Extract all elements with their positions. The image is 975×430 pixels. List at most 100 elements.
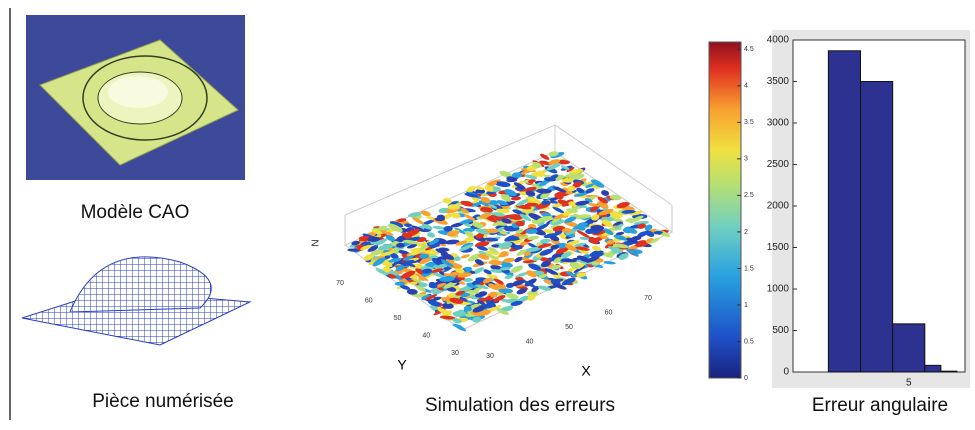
surface-speck [543, 229, 554, 234]
surface-speck [569, 173, 585, 180]
surface-speck [526, 270, 537, 278]
y-tick-label: 500 [772, 325, 789, 336]
surface-speck [503, 257, 515, 263]
surface-speck [419, 256, 431, 265]
surface-speck [510, 196, 521, 201]
surface-speck [561, 178, 574, 183]
surface-speck [575, 246, 590, 251]
surface-speck [487, 305, 502, 313]
surface-speck [601, 190, 610, 196]
surface-speck [557, 199, 570, 206]
surface-speck [480, 207, 489, 213]
surface-speck [585, 228, 595, 234]
surface-speck [531, 183, 544, 191]
x-tick-label: 5 [906, 378, 912, 389]
colorbar-tick-label: 0.5 [744, 338, 754, 345]
surface-speck [501, 306, 512, 312]
surface-speck [443, 281, 458, 289]
x-tick-label: 60 [605, 309, 613, 316]
surface-speck [515, 271, 529, 278]
surface-speck [389, 221, 404, 228]
error-surface [347, 151, 671, 332]
surface-speck [504, 275, 513, 279]
surface-speck [498, 241, 513, 249]
surface-speck [499, 261, 514, 268]
surface-speck [444, 239, 460, 245]
surface-speck [459, 218, 474, 224]
surface-speck [454, 268, 464, 274]
surface-speck [553, 257, 563, 264]
surface-speck [576, 214, 592, 219]
surface-speck [566, 166, 575, 172]
surface-speck [476, 299, 486, 305]
surface-speck [460, 292, 471, 298]
surface-speck [472, 306, 485, 313]
surface-speck [401, 232, 412, 239]
surface-speck [513, 182, 526, 190]
surface-speck [576, 230, 591, 239]
surface-speck [428, 281, 438, 289]
surface-speck [576, 272, 586, 278]
surface-speck [455, 240, 468, 246]
surface-speck [465, 313, 474, 318]
surface-speck [491, 244, 501, 248]
surface-speck [552, 186, 567, 193]
y-tick-label: 60 [365, 297, 373, 304]
surface-speck [536, 188, 552, 194]
surface-speck [422, 268, 433, 274]
surface-speck [565, 271, 577, 278]
surface-speck [492, 221, 504, 226]
surface-speck [450, 222, 464, 228]
surface-speck [396, 242, 405, 248]
y-tick-label: 70 [336, 280, 344, 287]
surface-speck [522, 280, 537, 289]
surface-speck [418, 253, 430, 259]
surface-speck [634, 242, 648, 247]
surface-speck [569, 168, 584, 175]
surface-speck [527, 179, 536, 183]
surface-speck [577, 255, 591, 263]
surface-speck [470, 310, 483, 317]
surface-speck [475, 186, 485, 191]
surface-speck [403, 239, 419, 245]
surface-speck [608, 216, 624, 223]
surface-speck [431, 268, 444, 273]
surface-speck [463, 305, 472, 312]
surface-speck [608, 246, 622, 254]
colorbar-tick-label: 3 [744, 156, 748, 163]
surface-speck [496, 307, 509, 315]
surface-speck [649, 237, 660, 244]
surface-speck [544, 268, 559, 276]
cad-model-image [26, 15, 245, 180]
surface-speck [510, 300, 523, 306]
surface-speck [590, 224, 605, 231]
surface-speck [569, 262, 581, 270]
surface-speck [479, 212, 491, 219]
surface-speck [603, 261, 616, 265]
surface-speck [543, 233, 557, 239]
surface-speck [475, 284, 489, 289]
surface-speck [415, 273, 429, 281]
surface-speck [482, 277, 492, 284]
surface-speck [459, 244, 474, 252]
surface-speck [451, 212, 461, 219]
surface-speck [537, 285, 552, 291]
surface-speck [474, 241, 490, 248]
surface-speck [576, 187, 585, 194]
surface-speck [397, 250, 410, 255]
surface-speck [486, 228, 498, 234]
surface-speck [435, 248, 448, 255]
surface-speck [628, 249, 643, 255]
surface-speck [382, 266, 392, 273]
surface-speck [462, 278, 473, 283]
surface-speck [471, 280, 481, 286]
surface-speck [472, 267, 484, 275]
surface-speck [454, 227, 467, 235]
surface-speck [422, 219, 436, 226]
surface-speck [621, 209, 636, 214]
surface-speck [616, 201, 630, 209]
surface-speck [501, 218, 512, 224]
surface-speck [589, 206, 599, 212]
surface-speck [358, 235, 370, 240]
